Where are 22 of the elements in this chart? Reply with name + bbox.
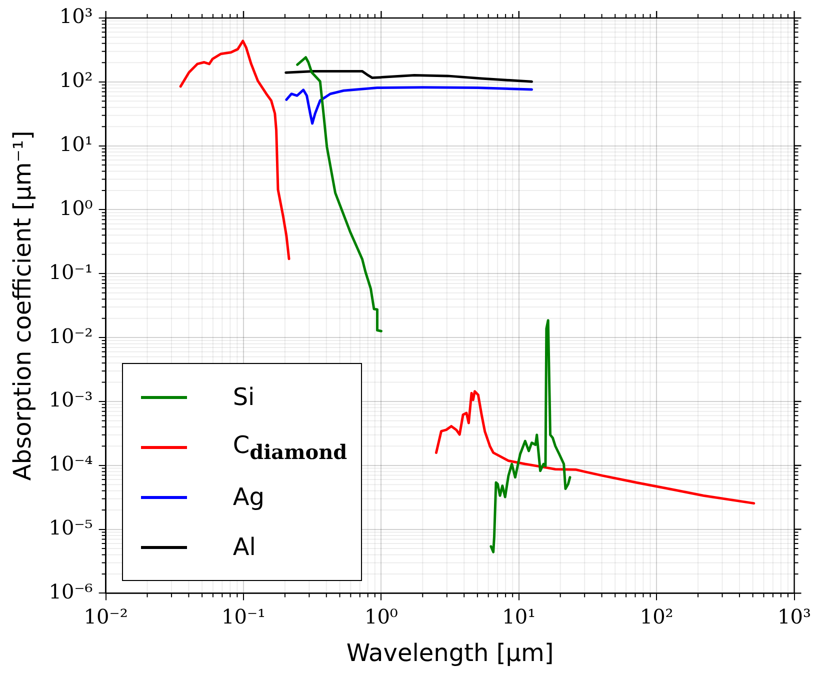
x-tick-label: 10² bbox=[640, 604, 674, 628]
x-tick-label: 10⁰ bbox=[364, 604, 398, 628]
x-tick-label: 10¹ bbox=[502, 604, 536, 628]
x-axis-title: Wavelength [µm] bbox=[346, 638, 554, 667]
x-tick-label: 10³ bbox=[778, 604, 811, 628]
y-tick-label: 10² bbox=[59, 68, 93, 92]
y-tick-label: 10⁰ bbox=[59, 196, 93, 220]
legend-label: Si bbox=[232, 383, 255, 412]
y-tick-label: 10³ bbox=[59, 4, 93, 28]
y-tick-label: 10⁻¹ bbox=[48, 260, 93, 284]
y-tick-label: 10⁻² bbox=[48, 324, 93, 348]
x-tick-label: 10⁻¹ bbox=[221, 604, 266, 628]
legend-label: Al bbox=[232, 533, 256, 562]
y-axis-title: Absorption coefficient [µm⁻¹] bbox=[8, 130, 37, 481]
y-tick-label: 10⁻³ bbox=[48, 388, 93, 412]
legend-label: Ag bbox=[232, 483, 264, 512]
y-tick-label: 10¹ bbox=[59, 132, 93, 156]
y-tick-label: 10⁻⁴ bbox=[48, 452, 93, 476]
y-tick-label: 10⁻⁵ bbox=[48, 515, 93, 540]
y-tick-label: 10⁻⁶ bbox=[48, 579, 93, 604]
legend-label: C$_{diamond}$ bbox=[232, 430, 348, 464]
x-tick-label: 10⁻² bbox=[84, 604, 128, 628]
